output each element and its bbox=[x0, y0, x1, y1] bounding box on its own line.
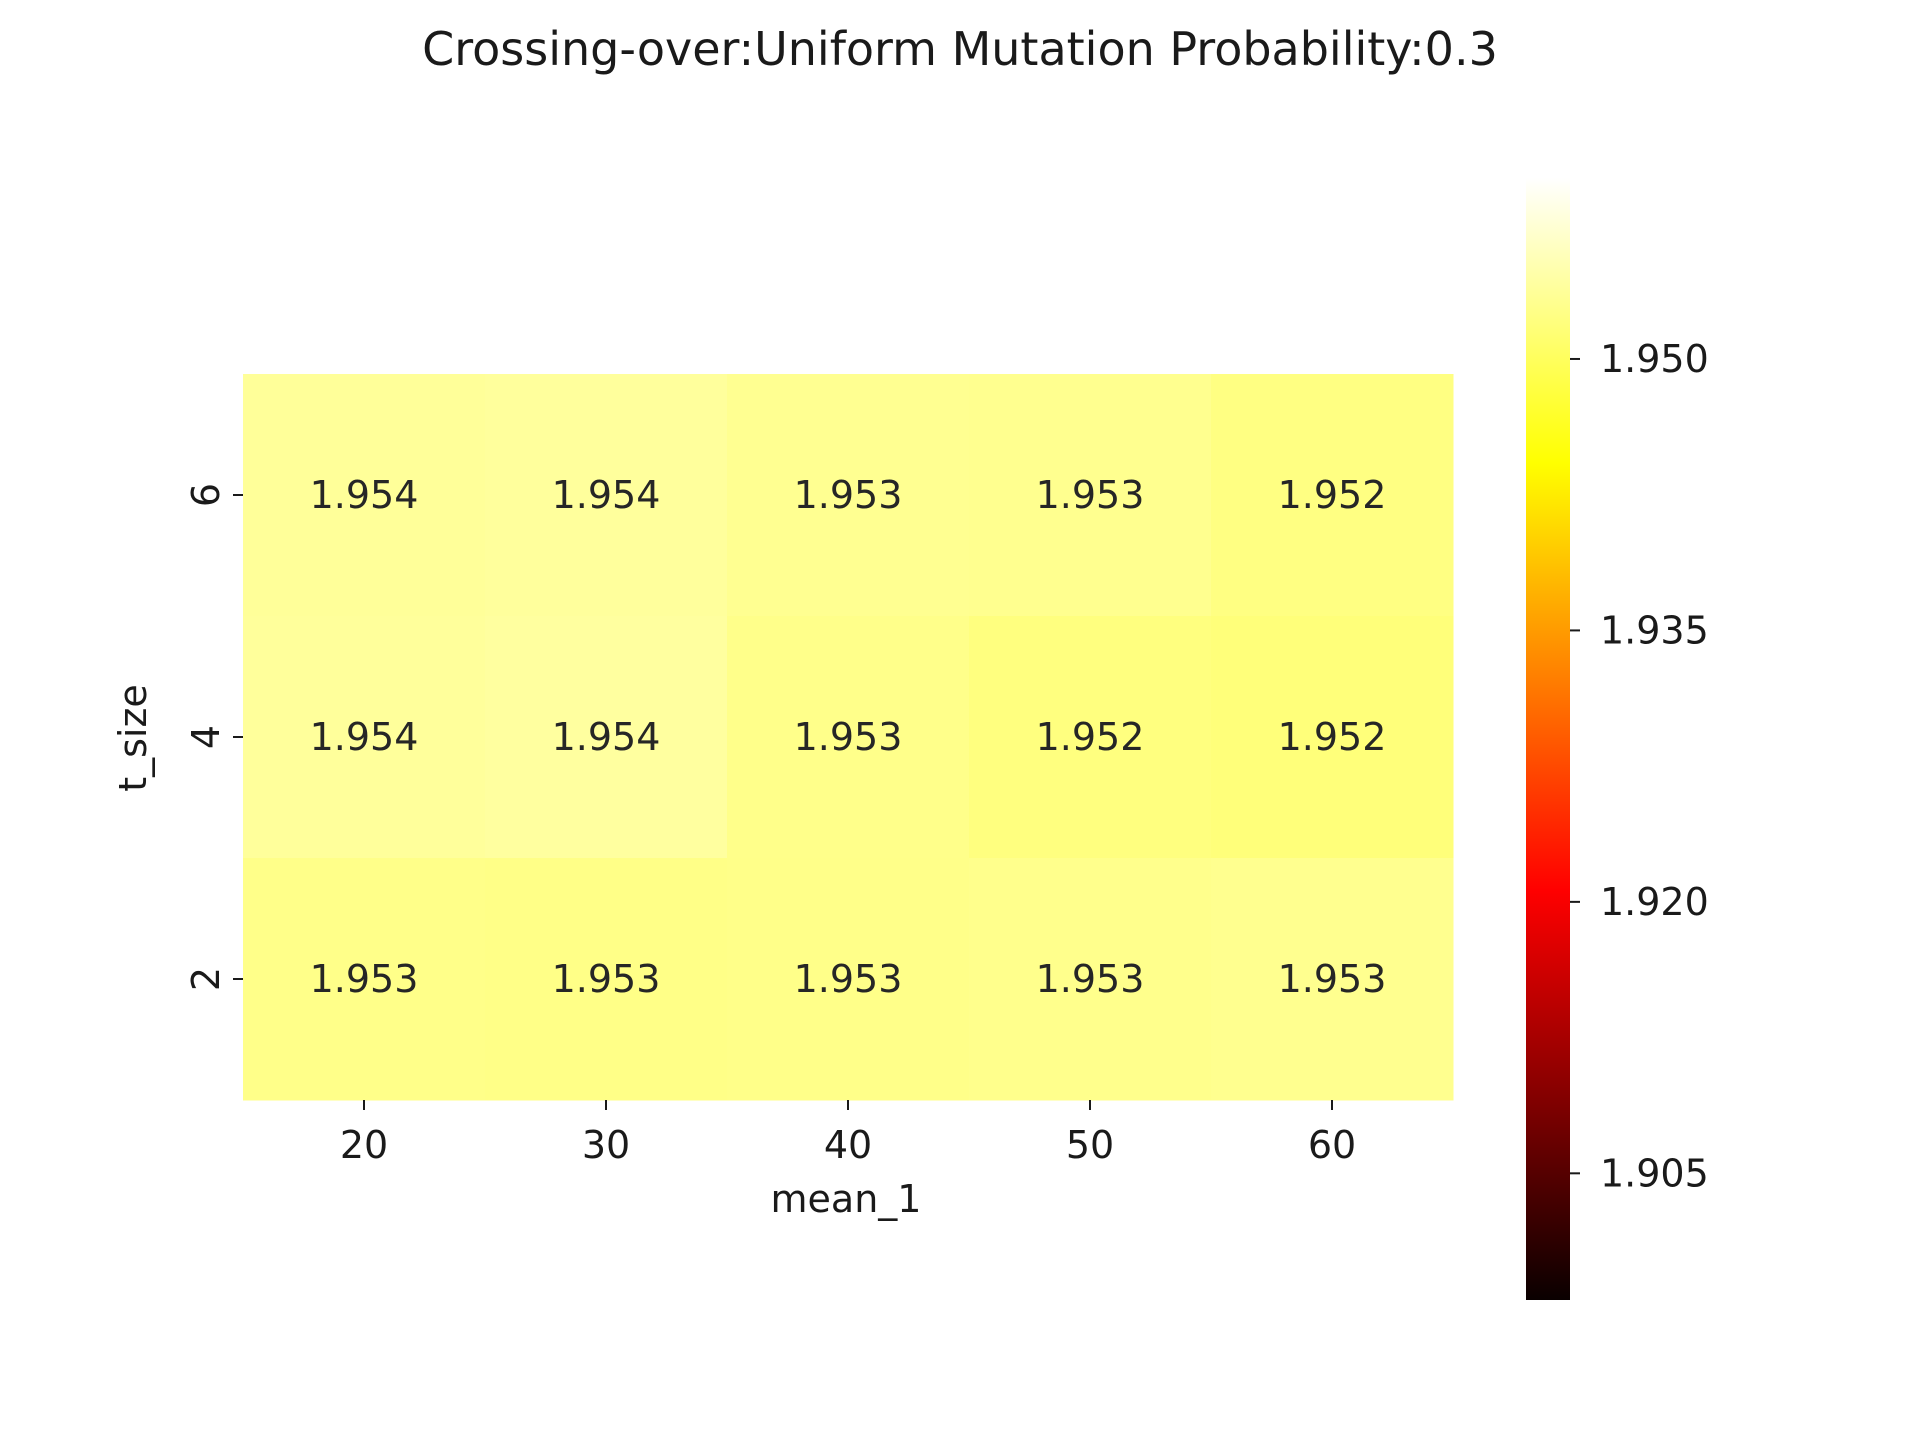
heatmap-cell-2-40 bbox=[727, 858, 970, 1101]
cell-value-label: 1.953 bbox=[1036, 957, 1145, 1001]
x-tick-label: 60 bbox=[1308, 1123, 1356, 1167]
cell-value-label: 1.954 bbox=[552, 715, 661, 759]
x-tick-label: 50 bbox=[1066, 1123, 1114, 1167]
x-tick-label: 40 bbox=[824, 1123, 872, 1167]
colorbar-tick-label: 1.950 bbox=[1600, 337, 1709, 381]
heatmap-cell-6-20 bbox=[243, 374, 486, 617]
heatmap-cell-4-60 bbox=[1211, 616, 1454, 859]
heatmap-cells bbox=[243, 374, 1454, 1101]
heatmap-cell-6-40 bbox=[727, 374, 970, 617]
cell-value-label: 1.952 bbox=[1036, 715, 1145, 759]
cell-value-label: 1.954 bbox=[310, 715, 419, 759]
heatmap-cell-4-40 bbox=[727, 616, 970, 859]
cell-value-label: 1.952 bbox=[1278, 473, 1387, 517]
cell-value-label: 1.954 bbox=[310, 473, 419, 517]
heatmap-cell-4-30 bbox=[485, 616, 728, 859]
cell-value-label: 1.952 bbox=[1278, 715, 1387, 759]
y-tick-label: 2 bbox=[184, 967, 228, 991]
chart-title: Crossing-over:Uniform Mutation Probabili… bbox=[422, 22, 1498, 76]
y-tick-label: 6 bbox=[184, 483, 228, 507]
heatmap-cell-2-50 bbox=[969, 858, 1212, 1101]
heatmap-cell-2-60 bbox=[1211, 858, 1454, 1101]
colorbar-tick-label: 1.935 bbox=[1600, 608, 1709, 652]
colorbar-tick-label: 1.905 bbox=[1600, 1151, 1709, 1195]
heatmap-cell-6-50 bbox=[969, 374, 1212, 617]
y-axis-label: t_size bbox=[111, 684, 155, 792]
cell-value-label: 1.953 bbox=[310, 957, 419, 1001]
heatmap-cell-6-30 bbox=[485, 374, 728, 617]
y-tick-label: 4 bbox=[184, 725, 228, 749]
cell-value-label: 1.953 bbox=[1278, 957, 1387, 1001]
heatmap-cell-2-20 bbox=[243, 858, 486, 1101]
colorbar bbox=[1526, 178, 1570, 1300]
cell-value-label: 1.953 bbox=[794, 957, 903, 1001]
cell-value-label: 1.953 bbox=[552, 957, 661, 1001]
heatmap-cell-6-60 bbox=[1211, 374, 1454, 617]
cell-value-label: 1.953 bbox=[794, 715, 903, 759]
heatmap-cell-4-50 bbox=[969, 616, 1212, 859]
x-tick-label: 20 bbox=[340, 1123, 388, 1167]
cell-annotations: 1.954 1.954 1.953 1.953 1.952 1.954 1.954 1.953… bbox=[310, 473, 1387, 1001]
heatmap-cell-4-20 bbox=[243, 616, 486, 859]
colorbar-tick-label: 1.920 bbox=[1600, 880, 1709, 924]
cell-value-label: 1.954 bbox=[552, 473, 661, 517]
colorbar-ticks: 1.905 1.920 1.935 1.950 bbox=[1570, 337, 1709, 1195]
cell-value-label: 1.953 bbox=[794, 473, 903, 517]
x-axis-label: mean_1 bbox=[771, 1177, 922, 1221]
y-axis: 6 4 2 bbox=[184, 483, 243, 991]
heatmap-cell-2-30 bbox=[485, 858, 728, 1101]
cell-value-label: 1.953 bbox=[1036, 473, 1145, 517]
x-axis: 20 30 40 50 60 bbox=[340, 1100, 1356, 1167]
x-tick-label: 30 bbox=[582, 1123, 630, 1167]
